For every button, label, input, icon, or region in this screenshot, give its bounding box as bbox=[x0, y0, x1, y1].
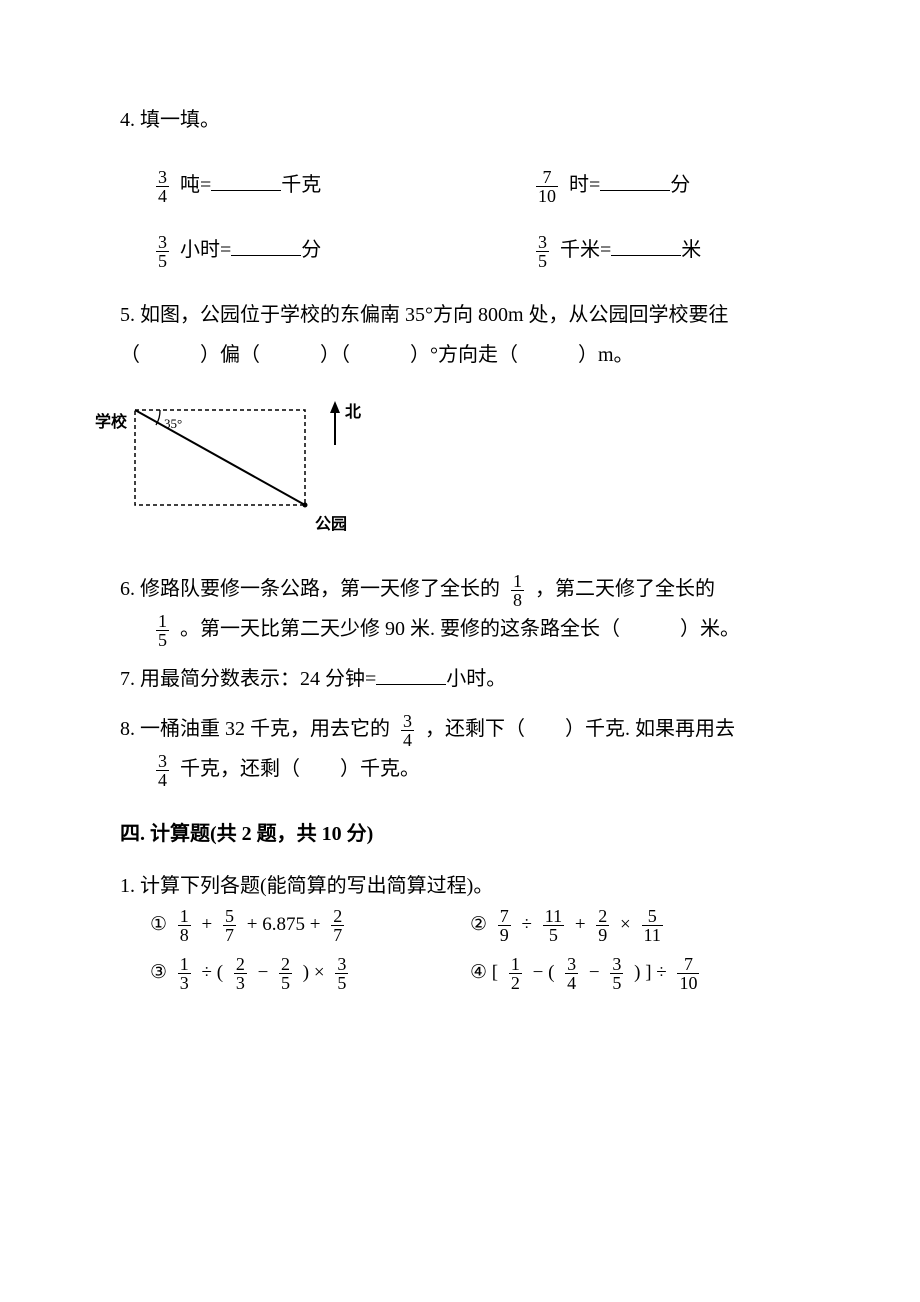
fraction: 29 bbox=[596, 907, 609, 944]
q8-text-a: 8. 一桶油重 32 千克，用去它的 bbox=[120, 718, 390, 740]
calc-item-3: ③ 13 ÷ ( 23 − 25 ) × 35 bbox=[150, 954, 450, 992]
diagonal-line bbox=[135, 410, 305, 505]
fraction: 3 4 bbox=[401, 712, 414, 749]
section-4-title: 四. 计算题(共 2 题，共 10 分) bbox=[120, 814, 800, 854]
q6-text-b: ，第二天修了全长的 bbox=[535, 578, 715, 600]
q6-line1: 6. 修路队要修一条公路，第一天修了全长的 1 8 ，第二天修了全长的 bbox=[120, 569, 800, 609]
q4-item-0: 3 4 吨= 千克 bbox=[150, 165, 410, 205]
q7-text-b: 小时。 bbox=[446, 668, 506, 690]
circled-number: ① bbox=[150, 914, 167, 935]
blank bbox=[611, 235, 681, 256]
q8-text-c: 千克，还剩（ ）千克。 bbox=[180, 758, 420, 780]
angle-label: 35° bbox=[164, 416, 182, 431]
q8-line2: 3 4 千克，还剩（ ）千克。 bbox=[150, 749, 800, 789]
fraction: 3 4 bbox=[156, 168, 169, 205]
calc-grid: ① 18 + 57 + 6.875 + 27 ② 79 ÷ 115 + 29 ×… bbox=[150, 906, 800, 992]
q5-line2: （ ）偏（ ）（ ）°方向走（ ）m。 bbox=[120, 335, 800, 375]
q4-title: 4. 填一填。 bbox=[120, 100, 800, 140]
q8-line1: 8. 一桶油重 32 千克，用去它的 3 4 ，还剩下（ ）千克. 如果再用去 bbox=[120, 709, 800, 749]
page: 4. 填一填。 3 4 吨= 千克 7 10 时= 分 3 5 bbox=[0, 0, 920, 1302]
unit-pre: 时= bbox=[569, 174, 600, 196]
fraction: 3 4 bbox=[156, 752, 169, 789]
q7-text-a: 7. 用最简分数表示：24 分钟= bbox=[120, 668, 376, 690]
q6-line2: 1 5 。第一天比第二天少修 90 米. 要修的这条路全长（ ）米。 bbox=[150, 609, 800, 649]
q4-row-2: 3 5 小时= 分 3 5 千米= 米 bbox=[150, 230, 800, 270]
unit-post: 千克 bbox=[281, 174, 321, 196]
fraction: 12 bbox=[509, 955, 522, 992]
unit-pre: 千米= bbox=[560, 239, 611, 261]
unit-pre: 小时= bbox=[180, 239, 231, 261]
question-6: 6. 修路队要修一条公路，第一天修了全长的 1 8 ，第二天修了全长的 1 5 … bbox=[120, 569, 800, 649]
calc-item-1: ① 18 + 57 + 6.875 + 27 bbox=[150, 906, 450, 944]
section-4-q1-title: 1. 计算下列各题(能简算的写出简算过程)。 bbox=[120, 866, 800, 906]
q4-row-1: 3 4 吨= 千克 7 10 时= 分 bbox=[150, 165, 800, 205]
fraction: 710 bbox=[677, 955, 699, 992]
question-4: 4. 填一填。 3 4 吨= 千克 7 10 时= 分 3 5 bbox=[120, 100, 800, 270]
q4-item-3: 3 5 千米= 米 bbox=[530, 230, 790, 270]
north-label: 北 bbox=[345, 403, 361, 421]
question-7: 7. 用最简分数表示：24 分钟= 小时。 bbox=[120, 659, 800, 699]
q6-text-a: 6. 修路队要修一条公路，第一天修了全长的 bbox=[120, 578, 500, 600]
blank bbox=[376, 664, 446, 685]
park-point bbox=[303, 503, 308, 508]
q5-svg: 35° 北 bbox=[120, 395, 380, 525]
fraction: 1 8 bbox=[511, 572, 524, 609]
question-8: 8. 一桶油重 32 千克，用去它的 3 4 ，还剩下（ ）千克. 如果再用去 … bbox=[120, 709, 800, 789]
q4-item-1: 7 10 时= 分 bbox=[530, 165, 790, 205]
fraction: 57 bbox=[223, 907, 236, 944]
blank bbox=[211, 170, 281, 191]
fraction: 35 bbox=[610, 955, 623, 992]
calc-item-4: ④ [ 12 − ( 34 − 35 ) ] ÷ 710 bbox=[470, 954, 770, 992]
fraction: 7 10 bbox=[536, 168, 558, 205]
question-5: 5. 如图，公园位于学校的东偏南 35°方向 800m 处，从公园回学校要往 （… bbox=[120, 295, 800, 539]
fraction: 511 bbox=[642, 907, 663, 944]
q5-diagram: 35° 北 学校 公园 bbox=[120, 395, 800, 539]
fraction: 34 bbox=[565, 955, 578, 992]
blank bbox=[231, 235, 301, 256]
q4-item-2: 3 5 小时= 分 bbox=[150, 230, 410, 270]
unit-post: 米 bbox=[681, 239, 701, 261]
q6-text-c: 。第一天比第二天少修 90 米. 要修的这条路全长（ ）米。 bbox=[180, 618, 740, 640]
fraction: 3 5 bbox=[156, 233, 169, 270]
fraction: 25 bbox=[279, 955, 292, 992]
calc-item-2: ② 79 ÷ 115 + 29 × 511 bbox=[470, 906, 770, 944]
fraction: 1 5 bbox=[156, 612, 169, 649]
fraction: 13 bbox=[178, 955, 191, 992]
circled-number: ③ bbox=[150, 962, 167, 983]
fraction: 3 5 bbox=[536, 233, 549, 270]
blank bbox=[600, 170, 670, 191]
fraction: 23 bbox=[234, 955, 247, 992]
fraction: 27 bbox=[331, 907, 344, 944]
unit-pre: 吨= bbox=[180, 174, 211, 196]
q8-text-b: ，还剩下（ ）千克. 如果再用去 bbox=[425, 718, 735, 740]
north-arrow-head bbox=[330, 401, 340, 413]
unit-post: 分 bbox=[670, 174, 690, 196]
q5-line1: 5. 如图，公园位于学校的东偏南 35°方向 800m 处，从公园回学校要往 bbox=[120, 295, 800, 335]
unit-post: 分 bbox=[301, 239, 321, 261]
fraction: 79 bbox=[498, 907, 511, 944]
circled-number: ④ bbox=[470, 962, 487, 983]
fraction: 18 bbox=[178, 907, 191, 944]
circled-number: ② bbox=[470, 914, 487, 935]
fraction: 115 bbox=[543, 907, 564, 944]
fraction: 35 bbox=[335, 955, 348, 992]
